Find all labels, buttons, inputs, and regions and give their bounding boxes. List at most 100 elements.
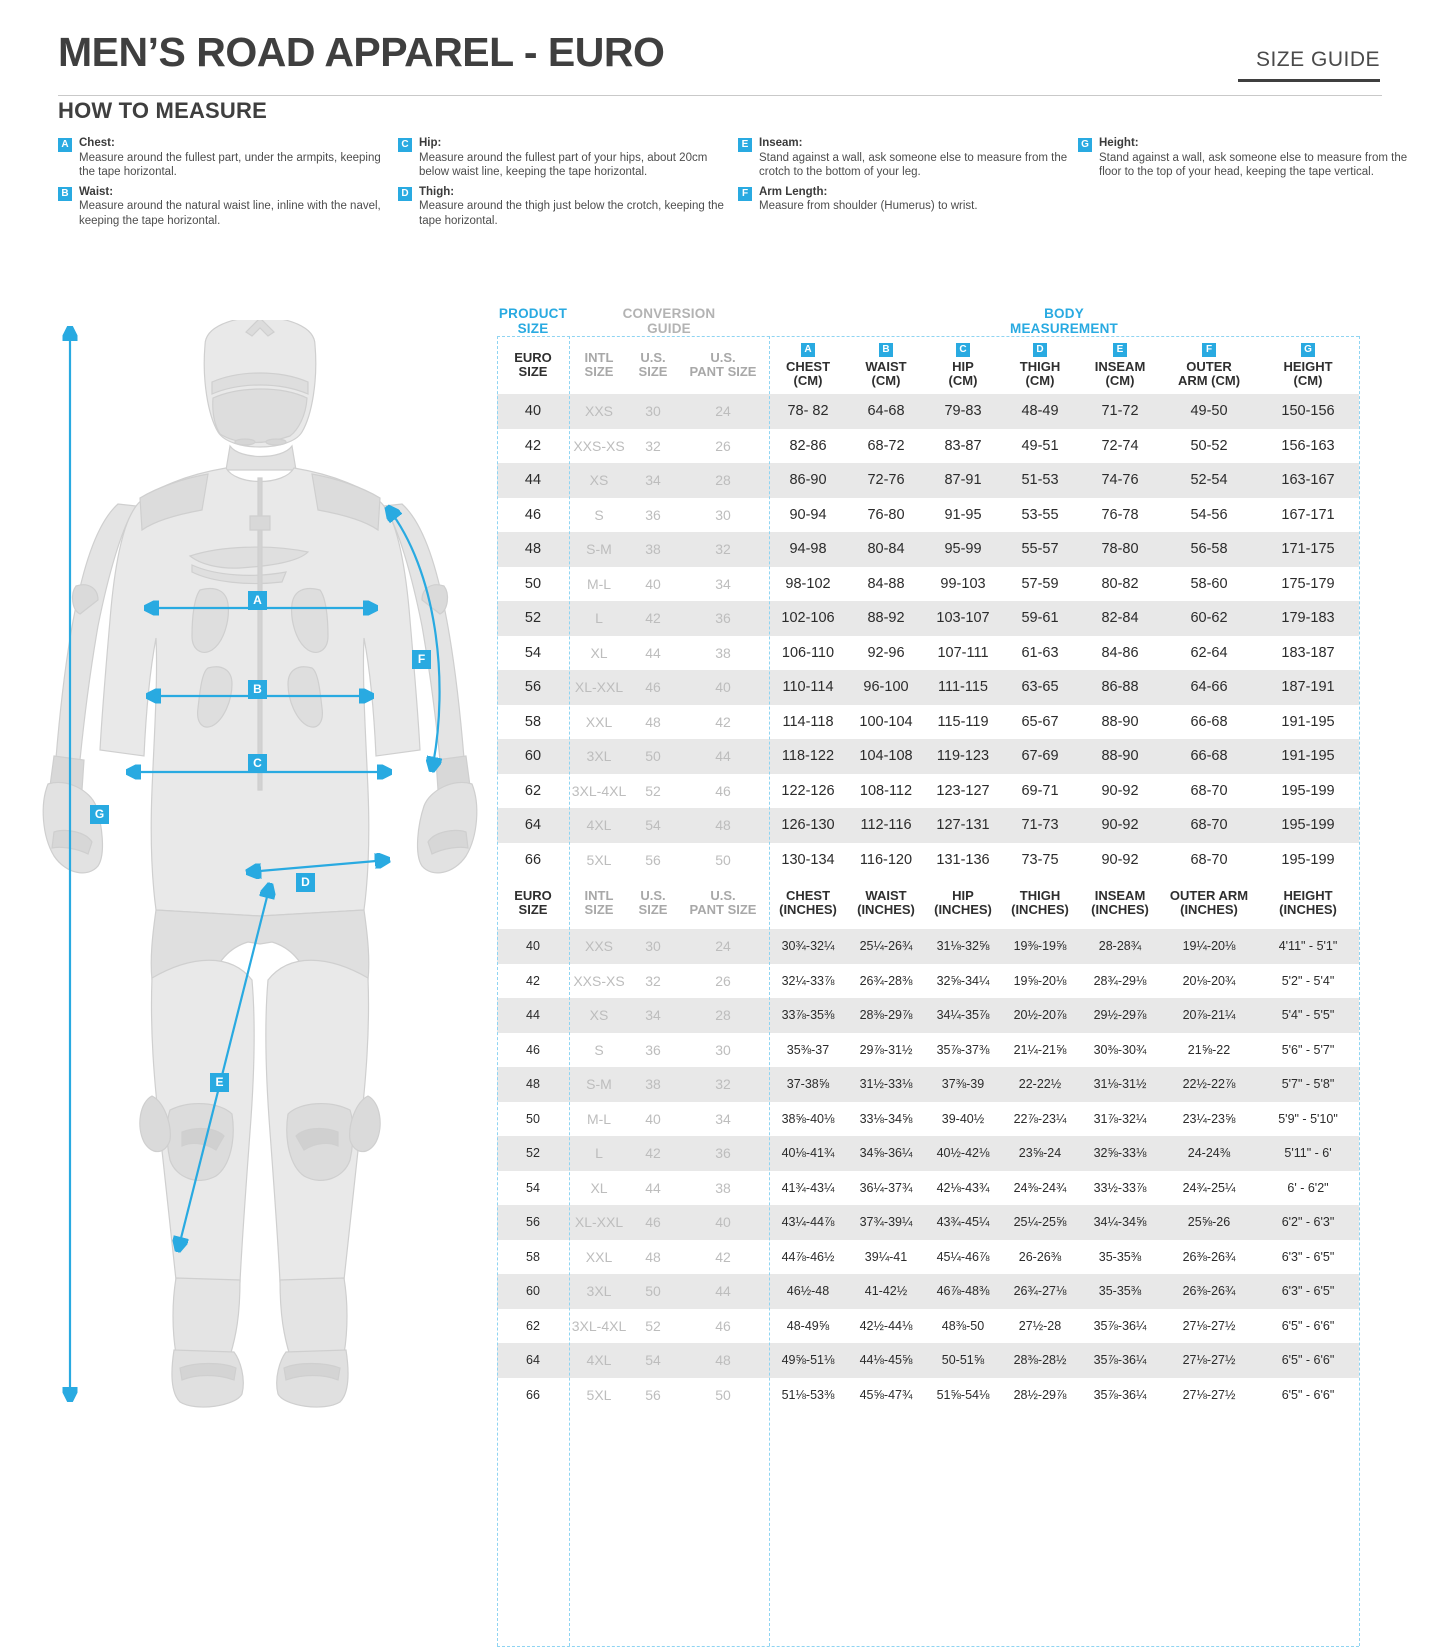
- cell-r7-c7: 61-63: [1021, 644, 1059, 661]
- cell-r2-c4: 33⅞-35⅜: [769, 998, 847, 1033]
- cell-r13-c0: 66: [526, 1387, 540, 1402]
- cell-r13-c9: 27⅛-27½: [1182, 1387, 1236, 1402]
- cell-r0-c6: 79-83: [925, 394, 1001, 429]
- cell-r11-c7: 27½-28: [1018, 1318, 1062, 1333]
- table-row: 42 XXS-XS 32 26 32¼-33⅞ 26¾-28⅜ 32⅝-34¼ 19⅝-20⅛…: [497, 964, 1359, 999]
- cell-r4-c7: 55-57: [1001, 532, 1079, 567]
- cell-r9-c2: 48: [645, 1248, 661, 1265]
- cell-r10-c7: 26¾-27⅛: [1001, 1274, 1079, 1309]
- cell-r2-c6: 34¼-35⅞: [925, 998, 1001, 1033]
- cell-r4-c8: 78-80: [1079, 532, 1161, 567]
- measure-instructions: A Chest: Measure around the fullest part…: [58, 136, 1407, 233]
- cell-r13-c1: 5XL: [586, 851, 612, 868]
- cell-r3-c6: 35⅞-37⅜: [936, 1042, 990, 1057]
- cell-r1-c9: 20⅛-20¾: [1182, 973, 1236, 988]
- table-body-cm: 40 XXS 30 24 78- 82 64-68 79-83 48-49 71-72 49-50…: [497, 394, 1359, 877]
- cell-r7-c4: 106-110: [781, 644, 835, 661]
- table-row: 64 4XL 54 48 49⅝-51⅛ 44⅛-45⅝ 50-51⅝ 28⅜-28½ 35⅞-…: [497, 1343, 1359, 1378]
- cell-r11-c5: 42½-44⅛: [859, 1318, 913, 1333]
- cell-r12-c8: 35⅞-36¼: [1079, 1343, 1161, 1378]
- cell-r13-c5: 45⅝-47¾: [859, 1387, 913, 1402]
- table-row: 56 XL-XXL 46 40 43¼-44⅞ 37¾-39¼ 43¾-45¼ 25¼-25⅝…: [497, 1205, 1359, 1240]
- cell-r8-c7: 63-65: [1001, 670, 1079, 705]
- cell-r2-c0: 44: [497, 998, 569, 1033]
- cell-r5-c2: 40: [645, 1110, 661, 1127]
- cell-r6-c3: 36: [677, 1136, 769, 1171]
- table-row: 64 4XL 54 48 126-130 112-116 127-131 71-73 90-92…: [497, 808, 1359, 843]
- cell-r7-c8: 33½-33⅞: [1093, 1180, 1147, 1195]
- col-header-line2: (CM): [871, 372, 901, 388]
- col-header-cm-8: E INSEAM (CM): [1079, 336, 1161, 394]
- marker-c-badge: C: [398, 138, 412, 152]
- cell-r5-c5: 84-88: [867, 575, 905, 592]
- cell-r5-c7: 57-59: [1021, 575, 1059, 592]
- measure-item-inseam: E Inseam: Stand against a wall, ask some…: [738, 136, 1078, 180]
- measure-desc-height: Stand against a wall, ask someone else t…: [1099, 151, 1408, 179]
- cell-r8-c8: 34¼-34⅝: [1079, 1205, 1161, 1240]
- cell-r9-c1: XXL: [585, 1248, 613, 1265]
- cell-r0-c8: 71-72: [1079, 394, 1161, 429]
- table-row: 50 M-L 40 34 38⅝-40⅛ 33⅛-34⅝ 39-40½ 22⅞-23¼ 31⅞-…: [497, 1102, 1359, 1137]
- col-badge-c: C: [956, 342, 970, 357]
- cell-r5-c7: 22⅞-23¼: [1013, 1111, 1067, 1126]
- cell-r0-c2: 30: [629, 929, 677, 964]
- measure-column-2: C Hip: Measure around the fullest part o…: [398, 136, 738, 233]
- cell-r12-c7: 28⅜-28½: [1001, 1343, 1079, 1378]
- cell-r4-c2: 38: [629, 1067, 677, 1102]
- cell-r8-c0: 56: [497, 1205, 569, 1240]
- cell-r0-c4: 78- 82: [769, 394, 847, 429]
- col-header-line2: SIZE: [584, 364, 614, 379]
- cell-r4-c10: 5'7" - 5'8": [1257, 1067, 1359, 1102]
- marker-f-badge: F: [738, 186, 752, 201]
- cell-r13-c8: 90-92: [1101, 851, 1139, 868]
- col-badge-a: A: [801, 342, 815, 357]
- col-header-line1: INTL: [584, 888, 614, 903]
- cell-r2-c9: 20⅞-21¼: [1161, 998, 1257, 1033]
- cell-r12-c1: 4XL: [569, 808, 629, 843]
- col-header-line2: (INCHES): [1011, 902, 1069, 917]
- cell-r1-c10: 5'2" - 5'4": [1281, 973, 1335, 988]
- cell-r7-c8: 84-86: [1101, 644, 1139, 661]
- cell-r3-c2: 36: [645, 1041, 661, 1058]
- cell-r9-c10: 6'3" - 6'5": [1281, 1249, 1335, 1264]
- cell-r2-c6: 87-91: [925, 463, 1001, 498]
- cell-r3-c10: 5'6" - 5'7": [1281, 1042, 1335, 1057]
- cell-r6-c2: 42: [629, 1136, 677, 1171]
- cell-r11-c4: 122-126: [781, 782, 835, 799]
- figure-marker-e: E: [210, 1073, 229, 1092]
- col-header-cm-2: U.S. SIZE: [629, 336, 677, 394]
- cell-r0-c5: 64-68: [847, 394, 925, 429]
- table-row: 66 5XL 56 50 51⅛-53⅜ 45⅝-47¾ 51⅝-54⅛ 28½-29⅞ 35⅞…: [497, 1378, 1359, 1413]
- cell-r7-c10: 183-187: [1281, 644, 1335, 661]
- cell-r3-c2: 36: [645, 506, 661, 523]
- cell-r1-c4: 82-86: [789, 437, 827, 454]
- cell-r13-c3: 50: [715, 851, 731, 868]
- cell-r5-c6: 39-40½: [941, 1111, 985, 1126]
- cell-r11-c10: 6'5" - 6'6": [1281, 1318, 1335, 1333]
- cell-r11-c0: 62: [526, 1318, 540, 1333]
- measure-item-waist: B Waist: Measure around the natural wais…: [58, 185, 398, 229]
- cell-r4-c0: 48: [497, 1067, 569, 1102]
- marker-d-badge: D: [398, 186, 412, 201]
- measure-label-height: Height:: [1099, 137, 1139, 149]
- table-row: 44 XS 34 28 86-90 72-76 87-91 51-53 74-76 52-54 16…: [497, 463, 1359, 498]
- cell-r9-c5: 100-104: [859, 713, 913, 730]
- cell-r12-c6: 127-131: [925, 808, 1001, 843]
- cell-r4-c2: 38: [629, 532, 677, 567]
- cell-r4-c1: S-M: [569, 1067, 629, 1102]
- cell-r12-c4: 126-130: [769, 808, 847, 843]
- col-badge-d: D: [1033, 342, 1047, 357]
- figure-marker-d: D: [296, 873, 315, 892]
- col-header-line2: SIZE: [638, 364, 668, 379]
- page-header: MEN’S ROAD APPAREL - EURO SIZE GUIDE: [0, 0, 1440, 82]
- cell-r3-c7: 53-55: [1021, 506, 1059, 523]
- page-title: MEN’S ROAD APPAREL - EURO: [58, 29, 665, 75]
- cell-r8-c3: 40: [677, 1205, 769, 1240]
- cell-r0-c8: 28-28¾: [1079, 929, 1161, 964]
- cell-r8-c10: 6'2" - 6'3": [1257, 1205, 1359, 1240]
- cell-r5-c4: 38⅝-40⅛: [781, 1111, 835, 1126]
- measure-column-3: E Inseam: Stand against a wall, ask some…: [738, 136, 1078, 233]
- cell-r1-c3: 26: [715, 437, 731, 454]
- col-header-line2: (INCHES): [779, 902, 837, 917]
- col-header-inches-1: INTL SIZE: [569, 877, 629, 929]
